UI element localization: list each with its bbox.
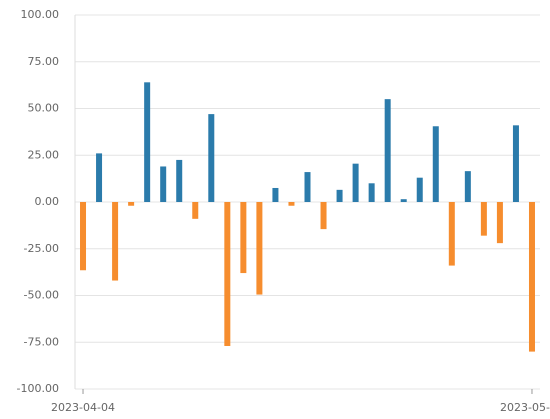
bar: [368, 183, 375, 202]
bar: [320, 202, 327, 230]
bar: [240, 202, 247, 274]
bar: [480, 202, 487, 236]
bar: [496, 202, 503, 244]
bar: [400, 199, 407, 202]
bar: [128, 202, 135, 206]
bar: [80, 202, 87, 271]
y-tick-label: 50.00: [28, 102, 60, 115]
y-tick-label: 25.00: [28, 148, 60, 161]
bar: [352, 163, 359, 202]
bar: [384, 99, 391, 202]
x-tick-label: 2023-04-04: [51, 401, 115, 414]
y-tick-label: -50.00: [24, 289, 59, 302]
bar: [432, 126, 439, 202]
bar: [96, 153, 103, 202]
bar: [224, 202, 231, 346]
bar: [272, 187, 279, 202]
bar: [464, 171, 471, 202]
y-tick-label: 75.00: [28, 55, 60, 68]
bar: [112, 202, 119, 281]
bar: [208, 114, 215, 202]
bar: [416, 177, 423, 202]
bar: [288, 202, 295, 206]
y-tick-label: -25.00: [24, 242, 59, 255]
bar: [528, 202, 535, 352]
bar: [192, 202, 199, 219]
bar: [176, 159, 183, 202]
x-tick-label: 2023-05-23: [500, 401, 550, 414]
y-tick-label: 0.00: [35, 195, 60, 208]
bar: [160, 166, 167, 202]
bar: [336, 189, 343, 202]
bar: [448, 202, 455, 266]
bar: [144, 82, 151, 202]
bar: [256, 202, 263, 295]
y-tick-label: -100.00: [17, 382, 59, 395]
y-tick-label: -75.00: [24, 335, 59, 348]
bar: [304, 172, 311, 202]
bar: [512, 125, 519, 202]
y-tick-label: 100.00: [21, 8, 60, 21]
